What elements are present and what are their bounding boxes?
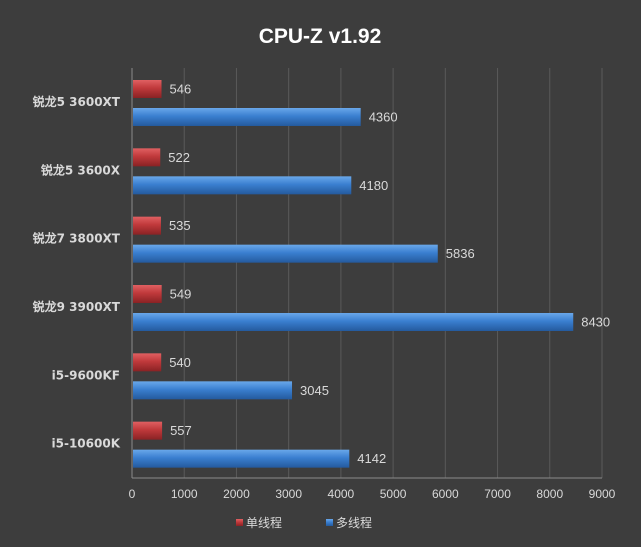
data-label-single-thread: 549 — [170, 287, 192, 302]
data-label-multi-thread: 4142 — [357, 451, 386, 466]
x-tick-label: 1000 — [171, 487, 198, 501]
x-tick-label: 6000 — [432, 487, 459, 501]
legend: 单线程 多线程 — [236, 515, 372, 530]
data-label-multi-thread: 4180 — [359, 178, 388, 193]
data-label-single-thread: 535 — [169, 218, 191, 233]
y-tick-label: i5-9600KF — [52, 368, 120, 382]
x-tick-label: 4000 — [328, 487, 355, 501]
legend-swatch — [236, 519, 243, 526]
y-tick-label: i5-10600K — [52, 437, 121, 451]
bar-multi-thread — [133, 313, 574, 331]
bar-single-thread — [133, 353, 162, 372]
data-labels: 546 4360 522 4180 535 5836 549 8430 540 3045 557 41… — [168, 82, 610, 467]
x-tick-label: 8000 — [536, 487, 563, 501]
x-tick-label: 9000 — [589, 487, 616, 501]
data-label-multi-thread: 5836 — [446, 246, 475, 261]
data-label-single-thread: 557 — [170, 423, 192, 438]
y-tick-label: 锐龙5 3600XT — [33, 94, 121, 109]
bar-single-thread — [133, 285, 162, 303]
bar-single-thread — [133, 216, 161, 235]
bar-single-thread — [133, 421, 163, 440]
legend-label: 多线程 — [336, 515, 372, 530]
grid-lines — [183, 68, 603, 478]
data-label-single-thread: 522 — [168, 150, 190, 165]
y-tick-label: 锐龙9 3900XT — [33, 299, 121, 314]
data-label-multi-thread: 4360 — [369, 110, 398, 125]
legend-label: 单线程 — [246, 515, 282, 530]
bar-multi-thread — [133, 381, 293, 400]
data-label-single-thread: 546 — [170, 82, 192, 97]
bars — [133, 80, 574, 468]
y-tick-label: 锐龙5 3600X — [41, 162, 121, 177]
bar-single-thread — [133, 80, 162, 98]
data-label-multi-thread: 8430 — [581, 315, 610, 330]
x-tick-label: 2000 — [223, 487, 250, 501]
bar-single-thread — [133, 148, 161, 167]
bar-multi-thread — [133, 108, 361, 126]
x-tick-label: 0 — [129, 487, 136, 501]
axes: 0 1000 2000 3000 4000 5000 6000 7000 8000 9000 锐龙5… — [33, 68, 616, 501]
x-tick-label: 7000 — [484, 487, 511, 501]
bar-multi-thread — [133, 449, 350, 468]
legend-swatch — [326, 519, 333, 526]
chart-title: CPU-Z v1.92 — [259, 25, 382, 48]
x-tick-label: 3000 — [275, 487, 302, 501]
data-label-single-thread: 540 — [169, 355, 191, 370]
bar-multi-thread — [133, 244, 438, 263]
x-tick-label: 5000 — [380, 487, 407, 501]
data-label-multi-thread: 3045 — [300, 383, 329, 398]
y-tick-label: 锐龙7 3800XT — [33, 231, 121, 246]
bar-multi-thread — [133, 176, 352, 195]
